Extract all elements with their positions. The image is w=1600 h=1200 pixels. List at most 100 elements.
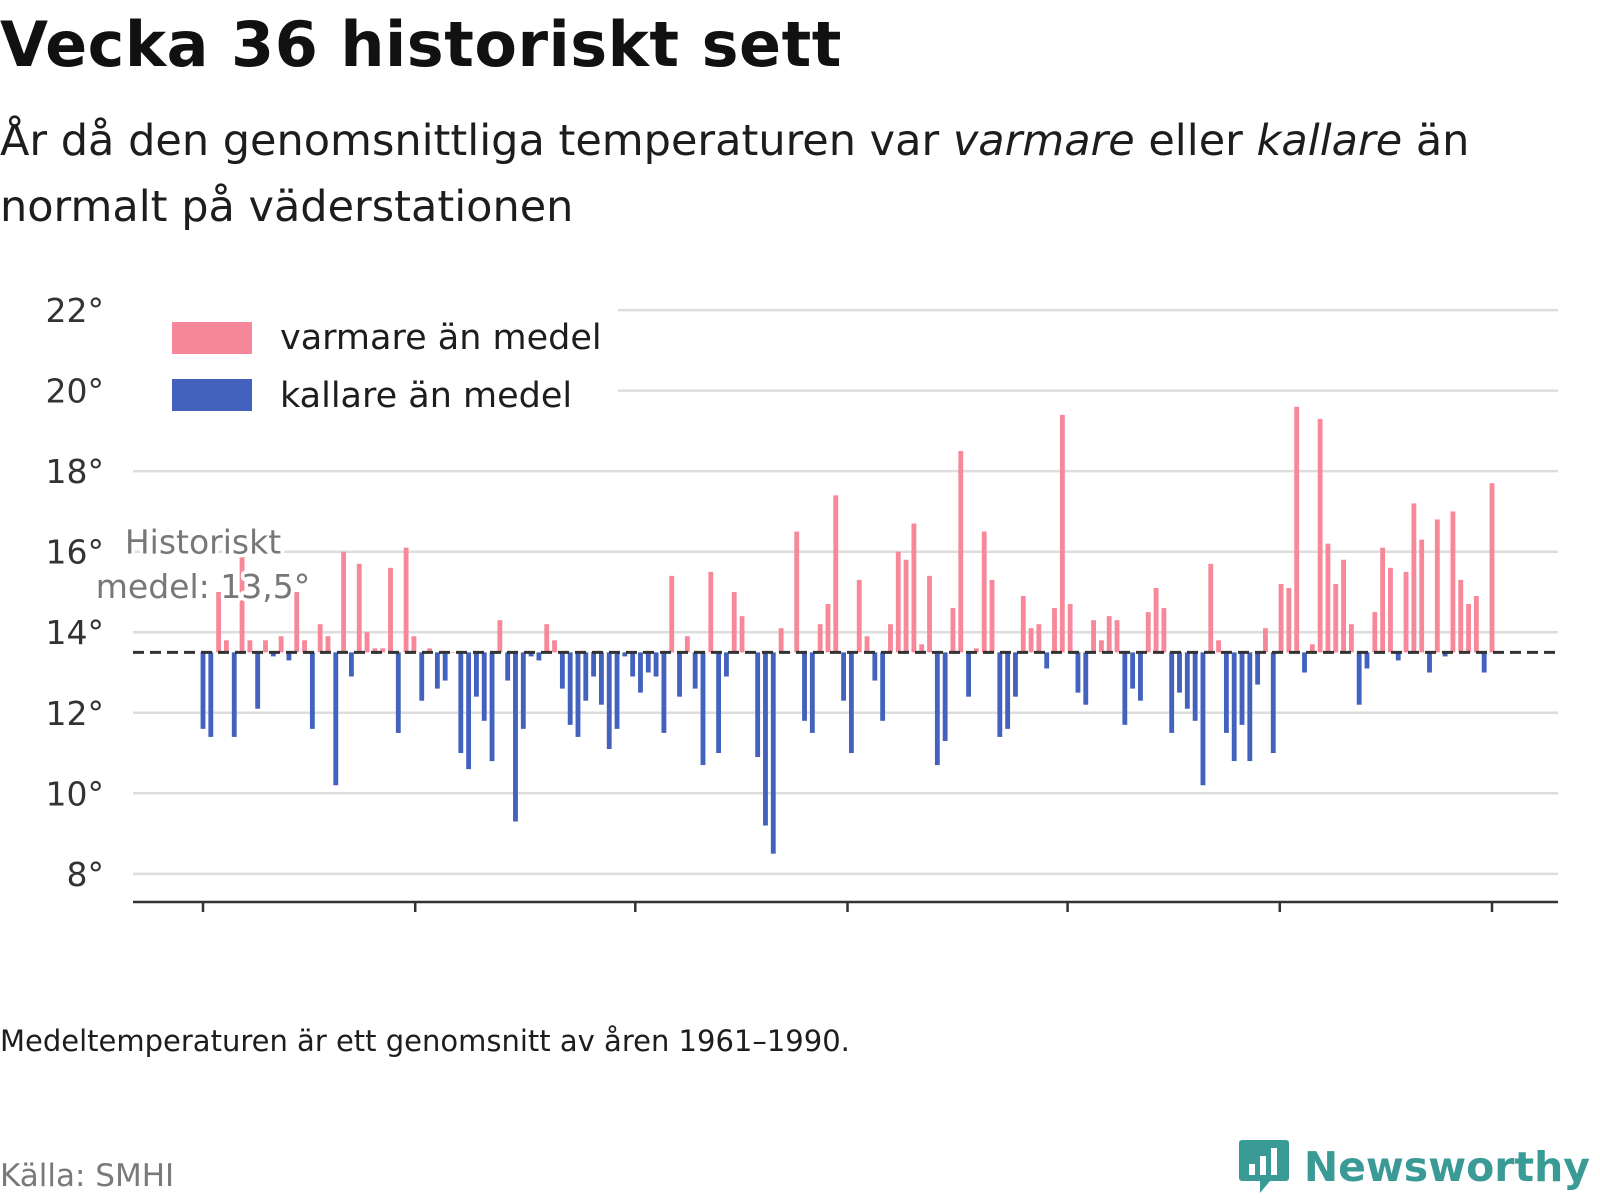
historical-mean-label-line: Historiskt: [125, 523, 281, 562]
axes: 8° 10° 12° 14° 16° 18° 20° 22° 1859 1886 1914 1941 1…: [46, 291, 1558, 930]
bar-warmer: [1489, 483, 1495, 653]
bar-warmer: [669, 575, 675, 653]
bar-warmer: [817, 624, 823, 653]
bar-colder: [559, 652, 565, 689]
bar-warmer: [1263, 628, 1268, 653]
bar-colder: [520, 652, 526, 729]
bar-colder: [1184, 652, 1190, 709]
y-tick-label: 12°: [46, 694, 105, 733]
bar-colder: [1138, 652, 1143, 701]
bar-colder: [489, 652, 495, 762]
bar-colder: [966, 652, 972, 697]
bar-colder: [528, 652, 534, 657]
bar-warmer: [1145, 612, 1151, 653]
y-tick-label: 16°: [46, 533, 105, 572]
bar-colder: [349, 652, 354, 677]
bar-warmer: [302, 640, 307, 653]
bar-warmer: [216, 591, 222, 653]
bar-warmer: [1020, 596, 1026, 653]
legend-warm-swatch: [172, 322, 252, 354]
bar-colder: [809, 652, 815, 733]
historical-mean-label-line: medel: 13,5°: [96, 567, 310, 606]
bar-warmer: [356, 563, 362, 653]
bar-warmer: [1380, 547, 1386, 653]
bar-warmer: [1434, 519, 1440, 653]
bar-warmer: [1419, 539, 1425, 653]
bar-colder: [599, 652, 604, 705]
bar-colder: [208, 652, 214, 737]
legend-warm-label: varmare än medel: [280, 318, 602, 358]
bar-colder: [270, 652, 276, 657]
bar-warmer: [1098, 640, 1104, 653]
bar-colder: [1364, 652, 1370, 669]
bar-colder: [1442, 652, 1448, 657]
bar-warmer: [864, 636, 870, 653]
bar-warmer: [263, 640, 268, 653]
bar-chart: Historiskt medel: 13,5° 8° 10° 12° 14° 16° 18°…: [46, 291, 1558, 930]
x-tick-label: 2023: [1450, 925, 1534, 930]
bar-colder: [692, 652, 698, 689]
bar-warmer: [1294, 406, 1300, 653]
bar-colder: [880, 652, 886, 721]
bar-colder: [1481, 652, 1487, 673]
bar-colder: [434, 652, 440, 689]
bar-warmer: [497, 620, 503, 653]
bar-warmer: [450, 652, 456, 653]
bar-colder: [1169, 652, 1175, 733]
bar-colder: [1083, 652, 1089, 705]
bar-colder: [591, 652, 597, 677]
y-tick-label: 22°: [46, 291, 105, 330]
bar-colder: [474, 652, 479, 697]
x-tick-label: 1996: [1238, 925, 1322, 930]
bar-colder: [1231, 652, 1237, 762]
x-tick-label: 1941: [806, 925, 890, 930]
bar-colder: [614, 652, 620, 729]
bar-colder: [770, 652, 776, 854]
bar-warmer: [1278, 583, 1284, 653]
y-tick-label: 18°: [46, 452, 105, 491]
bar-warmer: [958, 451, 964, 653]
x-tick-label: 1969: [1026, 925, 1110, 930]
bar-warmer: [989, 579, 995, 653]
bar-warmer: [278, 636, 284, 653]
bar-colder: [653, 652, 659, 677]
bar-colder: [763, 652, 768, 826]
bar-colder: [309, 652, 315, 729]
bar-colder: [661, 652, 667, 733]
bar-colder: [567, 652, 573, 725]
subtitle-warmer: varmare: [952, 116, 1135, 166]
legend-cold-swatch: [172, 379, 252, 411]
bar-colder: [1192, 652, 1198, 721]
subtitle-part-1: År då den genomsnittliga temperaturen va…: [0, 116, 953, 166]
bar-warmer: [1403, 571, 1409, 653]
bar-colder: [231, 652, 237, 737]
bar-warmer: [1348, 624, 1354, 653]
bar-colder: [513, 652, 518, 822]
bar-warmer: [1341, 559, 1346, 653]
bar-warmer: [1106, 616, 1112, 653]
bar-colder: [942, 652, 948, 741]
bar-colder: [1223, 652, 1229, 733]
bar-colder: [1302, 652, 1307, 673]
bars: [200, 406, 1495, 854]
bar-colder: [481, 652, 487, 721]
bar-colder: [200, 652, 206, 729]
bar-colder: [505, 652, 511, 681]
bar-warmer: [1059, 414, 1065, 653]
bar-warmer: [372, 648, 378, 653]
bar-colder: [723, 652, 729, 677]
bar-colder: [1247, 652, 1253, 762]
bar-warmer: [1216, 640, 1221, 653]
bar-warmer: [778, 628, 784, 653]
bar-warmer: [1052, 608, 1057, 653]
bar-warmer: [684, 636, 690, 653]
bar-colder: [872, 652, 878, 681]
bar-colder: [1044, 652, 1050, 669]
bar-warmer: [833, 495, 839, 653]
bar-warmer: [888, 624, 893, 653]
bar-colder: [1122, 652, 1128, 725]
legend-cold-label: kallare än medel: [280, 376, 572, 416]
bar-warmer: [364, 632, 370, 653]
bar-warmer: [950, 608, 956, 653]
bar-colder: [1177, 652, 1182, 693]
